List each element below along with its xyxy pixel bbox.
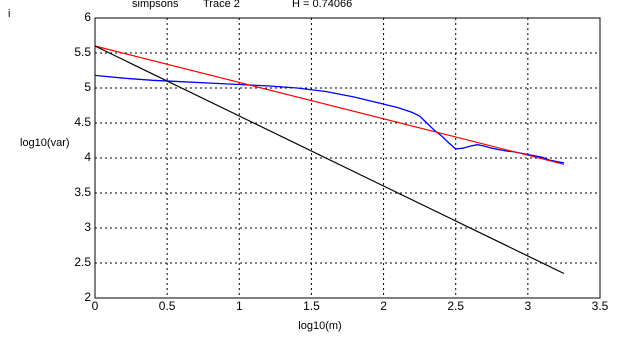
x-tick-label: 0.5 bbox=[159, 299, 176, 313]
y-tick-label: 3 bbox=[84, 220, 91, 234]
x-tick-label: 2 bbox=[380, 299, 387, 313]
annotation: Trace 2 bbox=[203, 0, 240, 10]
series-line bbox=[94, 45, 565, 275]
series-line bbox=[94, 45, 565, 165]
y-tick-label: 2 bbox=[84, 290, 91, 304]
y-axis-label: log10(var) bbox=[20, 137, 70, 149]
x-axis-label: log10(m) bbox=[298, 320, 341, 332]
y-tick-label: 5 bbox=[84, 80, 91, 94]
x-tick-label: 3.5 bbox=[592, 299, 609, 313]
plot-frame bbox=[94, 17, 601, 299]
y-tick-label: 2.5 bbox=[74, 255, 91, 269]
x-tick-label: 1 bbox=[236, 299, 243, 313]
y-tick-label: 4.5 bbox=[74, 115, 91, 129]
annotation: simpsons bbox=[132, 0, 179, 10]
x-tick-label: 0 bbox=[92, 299, 99, 313]
y-tick-label: 5.5 bbox=[74, 45, 91, 59]
x-tick-label: 2.5 bbox=[447, 299, 464, 313]
x-tick-label: 3 bbox=[525, 299, 532, 313]
y-tick-label: 6 bbox=[84, 10, 91, 24]
x-tick-label: 1.5 bbox=[303, 299, 320, 313]
annotation: H = 0.74066 bbox=[292, 0, 352, 10]
y-tick-label: 4 bbox=[84, 150, 91, 164]
y-tick-label: 3.5 bbox=[74, 185, 91, 199]
annotation: i bbox=[8, 8, 10, 20]
